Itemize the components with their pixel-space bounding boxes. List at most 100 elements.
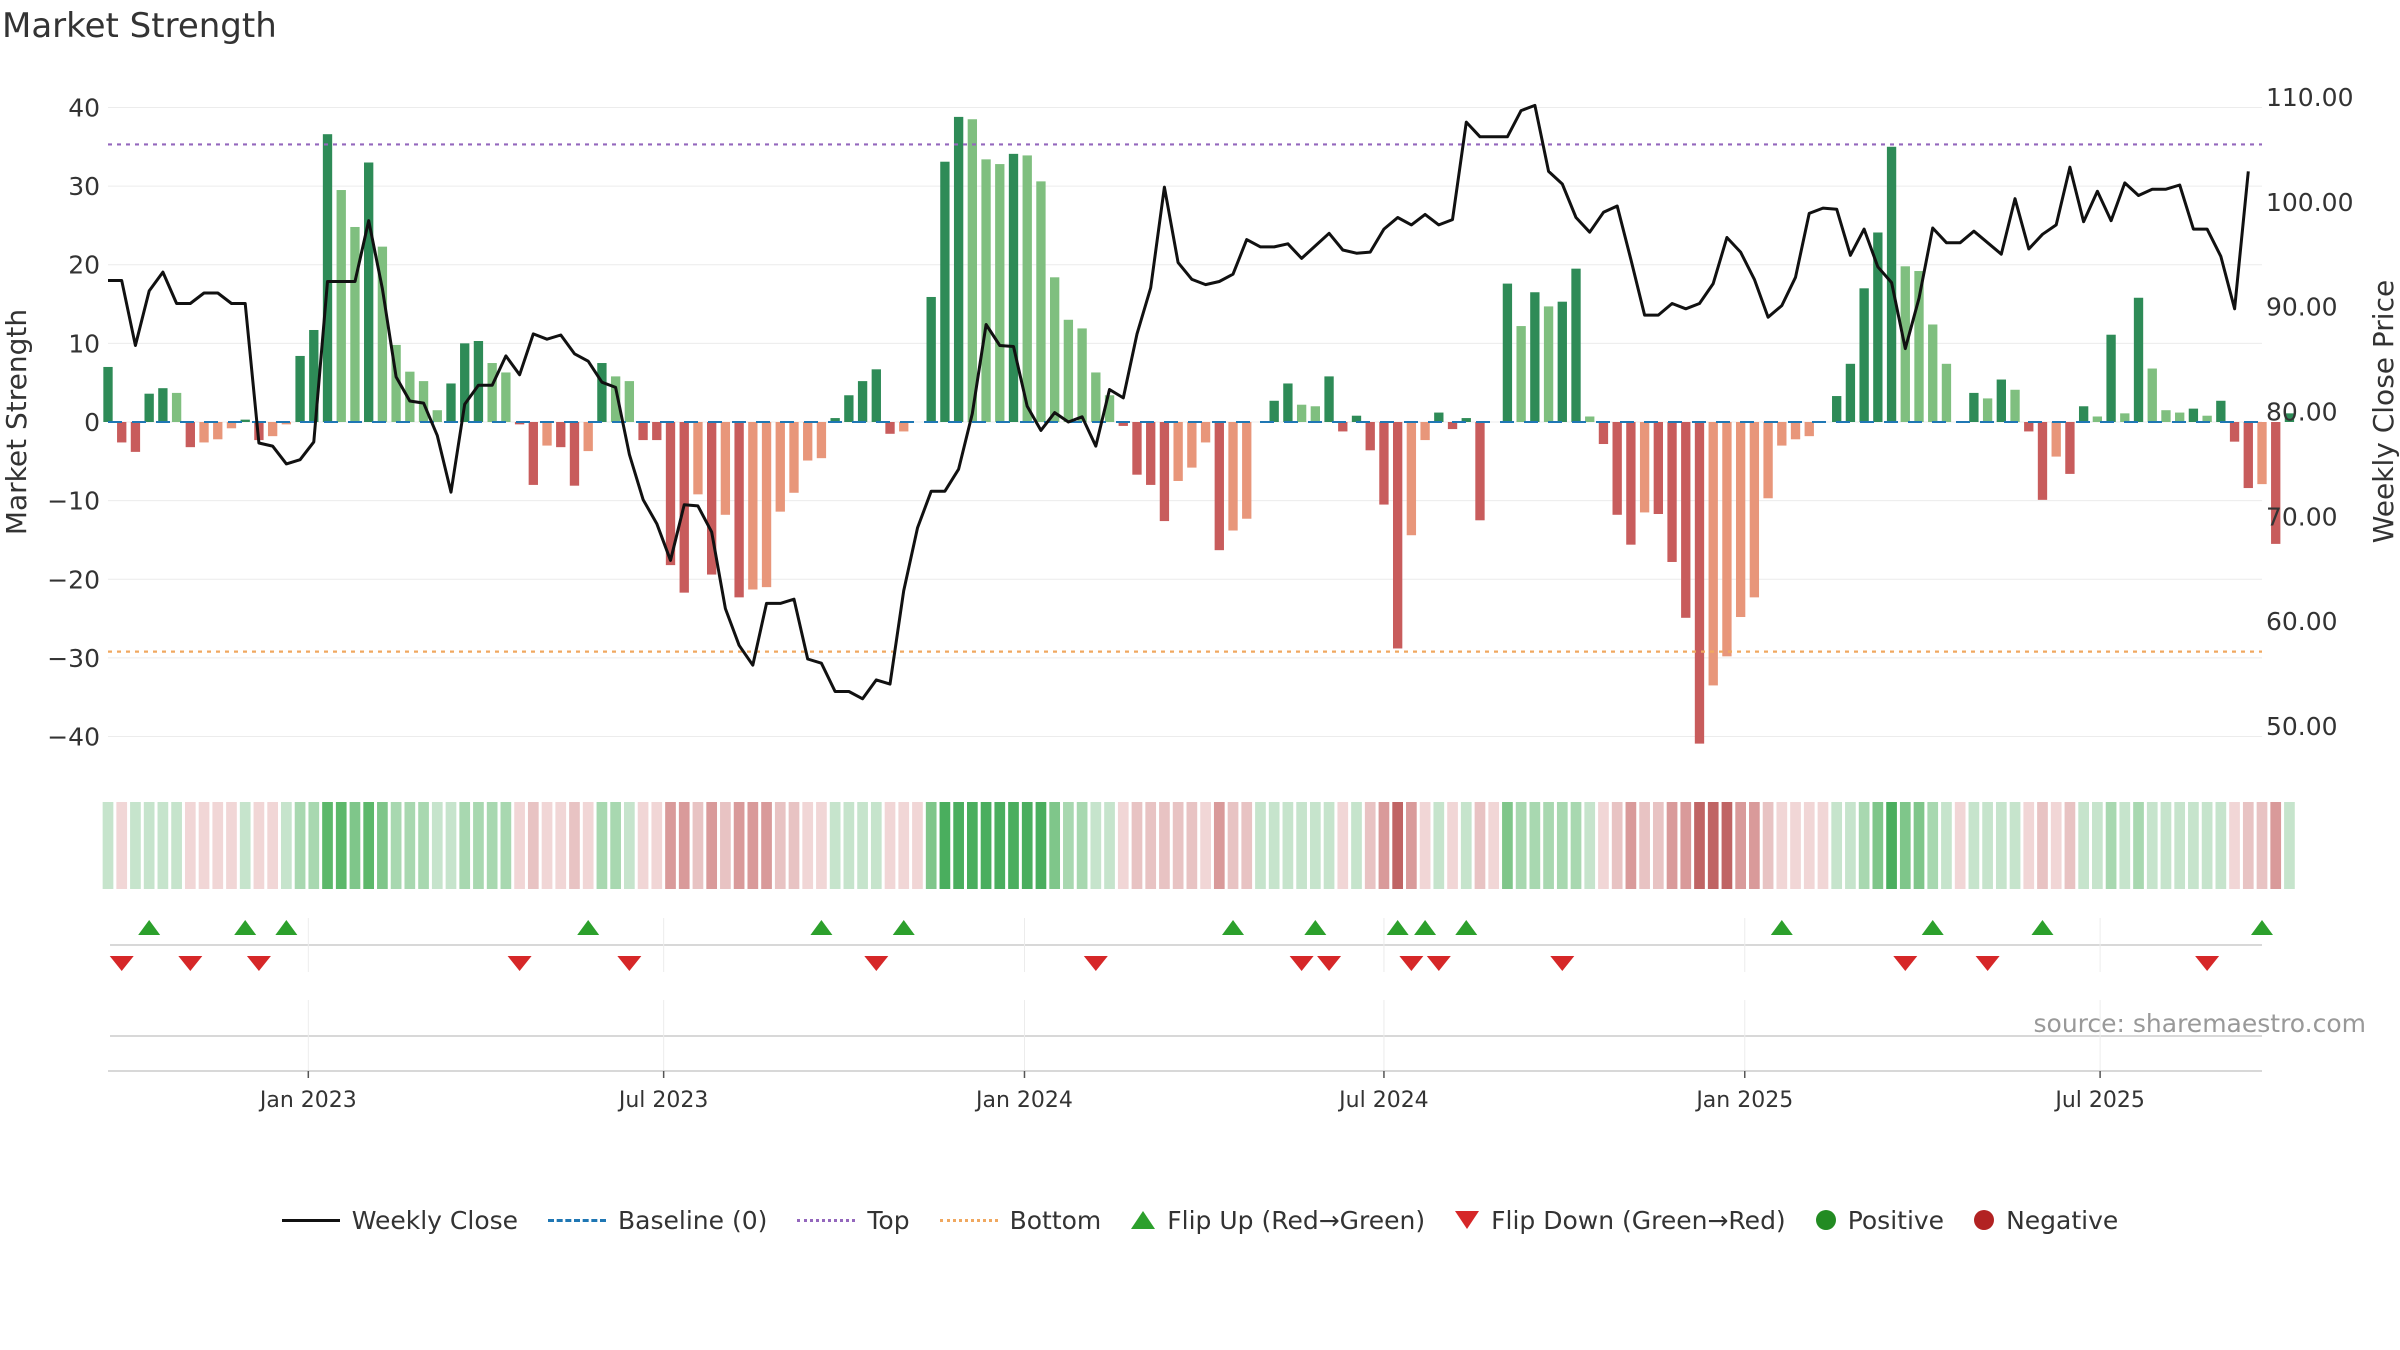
strength-bar xyxy=(1804,422,1814,437)
strength-strip-cell xyxy=(788,802,800,889)
strength-strip-cell xyxy=(1337,802,1349,889)
y2-axis-title: Weekly Close Price xyxy=(2367,280,2400,543)
strength-bar xyxy=(597,363,607,422)
strength-bar xyxy=(2243,422,2253,489)
strength-bar xyxy=(1214,422,1224,551)
strength-bar xyxy=(1626,422,1636,545)
legend-label: Positive xyxy=(1847,1205,1945,1235)
strength-strip-cell xyxy=(390,802,402,889)
strength-strip-cell xyxy=(363,802,375,889)
strength-strip-cell xyxy=(143,802,155,889)
flip-up-marker xyxy=(1222,920,1245,935)
strength-strip-cell xyxy=(157,802,169,889)
strength-bar xyxy=(2065,422,2075,474)
strength-bar xyxy=(1146,422,1156,485)
strength-strip-cell xyxy=(1858,802,1870,889)
strength-bar xyxy=(1406,422,1417,536)
price-line-layer xyxy=(108,103,2250,701)
strength-bar xyxy=(2010,389,2020,422)
strength-strip-cell xyxy=(720,802,731,889)
strength-strip-cell xyxy=(2160,802,2172,889)
strength-bar xyxy=(158,388,168,422)
strength-bar xyxy=(1447,422,1458,430)
strength-strip-cell xyxy=(569,802,580,889)
strength-strip-cell xyxy=(2284,802,2295,889)
strength-strip-cell xyxy=(1982,802,1993,889)
strength-strip-cell xyxy=(1008,802,1019,889)
strength-bar xyxy=(1063,319,1074,422)
strength-bar xyxy=(720,422,731,515)
strength-bar xyxy=(1269,400,1279,422)
strength-strip-cell xyxy=(1241,802,1253,889)
strength-strip-cell xyxy=(253,802,265,889)
flip-down-marker xyxy=(1317,956,1342,971)
weekly-close-line xyxy=(108,103,2250,701)
legend-label: Flip Up (Red→Green) xyxy=(1167,1205,1426,1235)
strength-strip-cell xyxy=(1200,802,1211,889)
flip-down-marker xyxy=(2195,956,2220,971)
strength-strip-cell xyxy=(1666,802,1678,889)
strength-strip-cell xyxy=(1186,802,1198,889)
strength-bar xyxy=(240,419,250,422)
strength-strip-cell xyxy=(555,802,567,889)
strength-strip-cell xyxy=(2078,802,2089,889)
flip-up-marker xyxy=(810,920,833,935)
strength-bar xyxy=(1914,271,1924,422)
strength-strip-cell xyxy=(1323,802,1335,889)
strength-bar xyxy=(1091,372,1101,422)
strength-strip-cell xyxy=(102,802,114,889)
strength-strip-cell xyxy=(802,802,814,889)
strength-strip-cell xyxy=(1776,802,1788,889)
strength-strip-cell xyxy=(1570,802,1582,889)
strength-strip-cell xyxy=(1899,802,1911,889)
flip-down-marker xyxy=(1893,956,1918,971)
chart-title: Market Strength xyxy=(2,6,277,46)
strength-strip-cell xyxy=(349,802,361,889)
legend-label: Flip Down (Green→Red) xyxy=(1491,1205,1786,1235)
strength-strip-cell xyxy=(459,802,471,889)
strength-bar xyxy=(2078,406,2089,422)
strength-strip-cell xyxy=(1296,802,1307,889)
legend-item-top: Top xyxy=(797,1206,910,1235)
y-axis-title: Market Strength xyxy=(0,309,33,535)
strength-bar xyxy=(610,376,621,422)
y-tick-label: −30 xyxy=(47,644,100,673)
strength-bar xyxy=(652,422,662,441)
strength-bar xyxy=(336,190,346,422)
strength-bar xyxy=(871,369,881,422)
strength-bar xyxy=(213,422,223,440)
strength-bar xyxy=(1283,383,1293,422)
strength-bar xyxy=(1598,422,1609,445)
strength-strip-cell xyxy=(582,802,594,889)
strength-strip-cell xyxy=(1433,802,1445,889)
strength-strip-cell xyxy=(706,802,718,889)
strength-bar xyxy=(1338,422,1348,432)
y2-tick-label: 80.00 xyxy=(2266,398,2338,427)
strength-bar xyxy=(1996,379,2006,422)
strength-bar xyxy=(1516,326,1526,422)
strength-strip-cell xyxy=(1529,802,1541,889)
strength-strip-cell xyxy=(692,802,704,889)
strength-bar xyxy=(487,363,497,422)
strength-bar xyxy=(103,366,113,422)
strength-strip-cell xyxy=(1803,802,1815,889)
strength-bar xyxy=(1708,422,1718,686)
legend-line-swatch xyxy=(548,1218,607,1222)
strength-bar xyxy=(1159,422,1170,522)
strength-bar xyxy=(2051,422,2061,457)
strength-strip-cell xyxy=(2009,802,2021,889)
strength-bar xyxy=(405,371,415,422)
strength-bar xyxy=(528,422,538,485)
legend-label: Weekly Close xyxy=(351,1205,519,1235)
strength-bar xyxy=(638,422,648,441)
strength-bar xyxy=(117,422,127,443)
strength-bar xyxy=(734,422,744,598)
strength-strip-cell xyxy=(2188,802,2199,889)
strength-strip-cell xyxy=(2146,802,2158,889)
grid-layer xyxy=(108,106,2262,738)
strength-strip-cell xyxy=(1227,802,1239,889)
y-tick-label: 20 xyxy=(68,251,100,280)
strength-strip-cell xyxy=(116,802,128,889)
legend-item-flip_down: Flip Down (Green→Red) xyxy=(1455,1206,1786,1235)
strength-bar xyxy=(1461,418,1471,422)
